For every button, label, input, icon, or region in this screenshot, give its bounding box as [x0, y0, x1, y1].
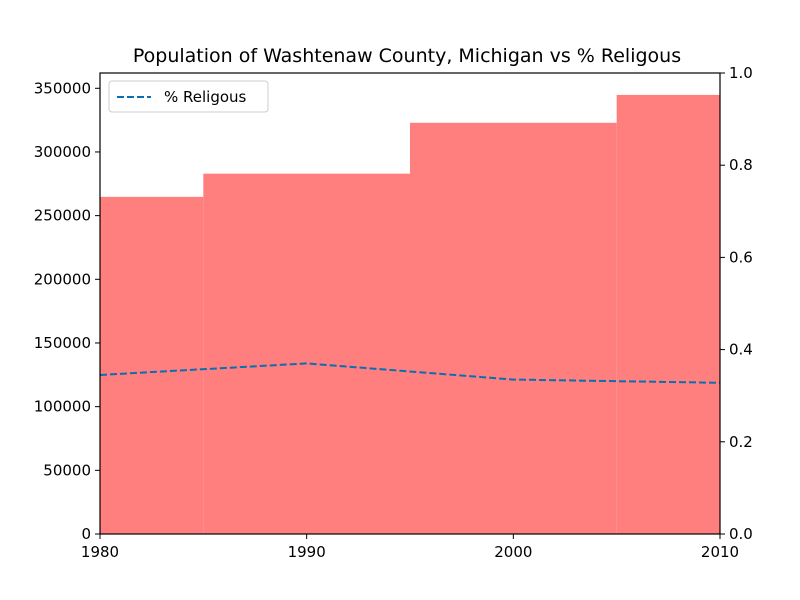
legend: % Religous [108, 80, 269, 113]
legend-box [108, 80, 269, 113]
bar-1980 [100, 196, 204, 534]
chart-title: Population of Washtenaw County, Michigan… [133, 45, 681, 67]
bars-layer [100, 94, 720, 535]
religious-line [99, 362, 721, 384]
y-left-tick-label: 0 [81, 525, 91, 543]
x-tick-label: 1990 [288, 543, 326, 561]
x-tick-label: 1980 [81, 543, 119, 561]
y-right-tick-label: 1.0 [729, 64, 753, 82]
bar-1990 [203, 173, 410, 535]
plot-frame [99, 72, 721, 535]
y-left-tick-label: 300000 [34, 143, 91, 161]
y-right-tick-label: 0.6 [729, 248, 753, 266]
bar-2000 [410, 122, 617, 534]
y-left-tick-label: 350000 [34, 79, 91, 97]
y-left-tick-label: 150000 [34, 334, 91, 352]
y-right-tick-label: 0.4 [729, 341, 753, 359]
line-layer [99, 362, 721, 384]
y-left-tick-label: 250000 [34, 207, 91, 225]
x-tick-label: 2010 [701, 543, 739, 561]
legend-label: % Religous [164, 88, 247, 106]
y-left-tick-label: 200000 [34, 270, 91, 288]
bar-2010 [616, 94, 720, 534]
y-right-tick-label: 0.2 [729, 433, 753, 451]
axes-layer: 1980 1990 2000 2010 0 50000 100000 150000 200000… [34, 64, 753, 561]
y-left-tick-label: 50000 [43, 461, 91, 479]
y-left-tick-label: 100000 [34, 398, 91, 416]
y-right-tick-label: 0.0 [729, 525, 753, 543]
x-tick-label: 2000 [494, 543, 532, 561]
y-right-tick-label: 0.8 [729, 156, 753, 174]
